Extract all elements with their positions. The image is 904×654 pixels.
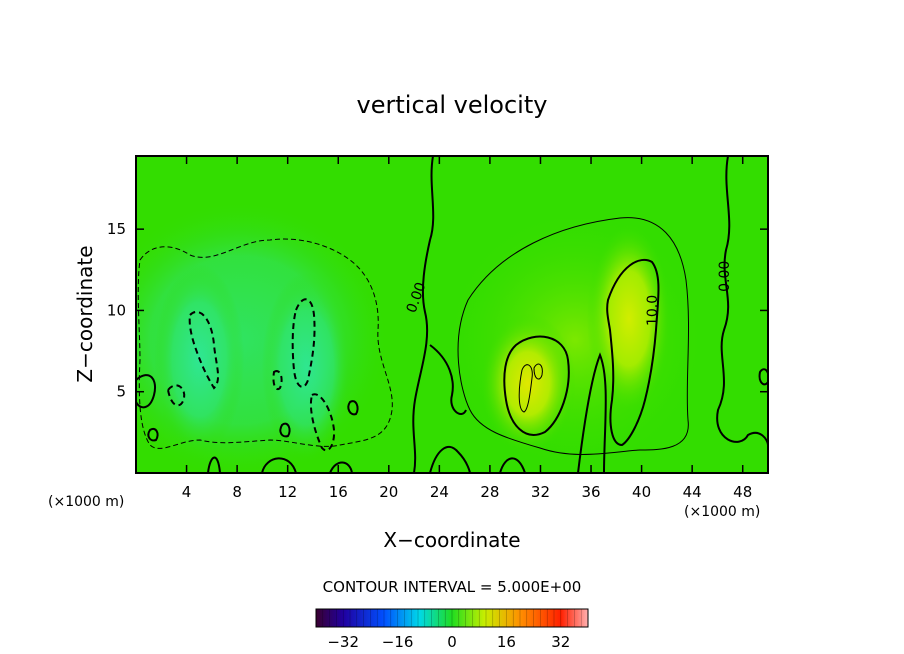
x-axis-unit-left: (×1000 m): [48, 494, 124, 510]
x-tick-label: 44: [683, 483, 702, 501]
contour-zero: [499, 457, 526, 473]
contour-zero: [429, 344, 467, 415]
contour-interval-label: CONTOUR INTERVAL = 5.000E+00: [323, 578, 582, 596]
contour-positive-10: [503, 335, 570, 436]
contour-positive-10: [606, 258, 660, 447]
contour-negative-10: [310, 393, 336, 452]
updraft-core: [586, 223, 671, 414]
contour-label: 0.00: [717, 261, 733, 292]
x-tick-label: 28: [480, 483, 499, 501]
contour-positive-15: [533, 363, 543, 380]
x-tick-label: 20: [379, 483, 398, 501]
y-tick-label: 15: [107, 220, 126, 238]
plot-frame: [135, 155, 769, 474]
contour-zero: [136, 374, 156, 409]
contour-zero: [261, 457, 297, 473]
contour-positive-15: [518, 364, 533, 413]
colorbar-tick-label: 16: [497, 633, 516, 651]
contour-negative-10: [272, 370, 283, 391]
contour-negative-10: [166, 384, 186, 407]
colorbar-tick-label: 32: [551, 633, 570, 651]
chart-title: vertical velocity: [357, 91, 548, 119]
colorbar-tick-label: 0: [447, 633, 457, 651]
contour-zero: [429, 445, 471, 473]
contour-zero: [716, 156, 768, 446]
y-tick-label: 10: [107, 301, 126, 319]
x-axis-label: X−coordinate: [383, 528, 520, 552]
updraft-core: [479, 313, 576, 454]
x-tick-label: 16: [329, 483, 348, 501]
y-tick-label: 5: [116, 383, 126, 401]
colorbar-tick-label: −16: [382, 633, 414, 651]
contour-negative-10: [188, 310, 220, 390]
contour-lines: [136, 156, 768, 473]
x-axis-unit-right: (×1000 m): [684, 504, 760, 520]
x-tick-label: 12: [278, 483, 297, 501]
contour-positive-10: [577, 352, 607, 473]
contour-negative-10: [291, 298, 316, 388]
heatmap-field: [136, 156, 768, 473]
contour-label: 10.0: [645, 295, 661, 326]
x-tick-label: 32: [531, 483, 550, 501]
x-tick-label: 48: [733, 483, 752, 501]
y-axis: 5 10 15: [107, 220, 768, 401]
x-tick-label: 40: [632, 483, 651, 501]
contour-positive-5: [457, 217, 690, 455]
contour-zero: [207, 456, 221, 473]
contour-zero: [329, 461, 353, 473]
contour-zero: [147, 428, 159, 442]
contour-zero: [279, 422, 291, 438]
colorbar: −32 −16 0 16 32: [315, 608, 589, 651]
x-tick-label: 24: [430, 483, 449, 501]
x-tick-label: 4: [182, 483, 192, 501]
x-tick-label: 36: [581, 483, 600, 501]
x-axis: 4 8 12 16 20 24 28 32 36 40 44 48: [182, 156, 752, 501]
colorbar-tick-label: −32: [327, 633, 359, 651]
downdraft-core: [261, 272, 352, 463]
contour-negative-5: [137, 238, 393, 449]
x-tick-label: 8: [232, 483, 242, 501]
contour-zero: [412, 156, 435, 473]
contour-zero: [347, 400, 359, 416]
contour-zero: [758, 368, 768, 386]
y-axis-label: Z−coordinate: [73, 245, 97, 382]
